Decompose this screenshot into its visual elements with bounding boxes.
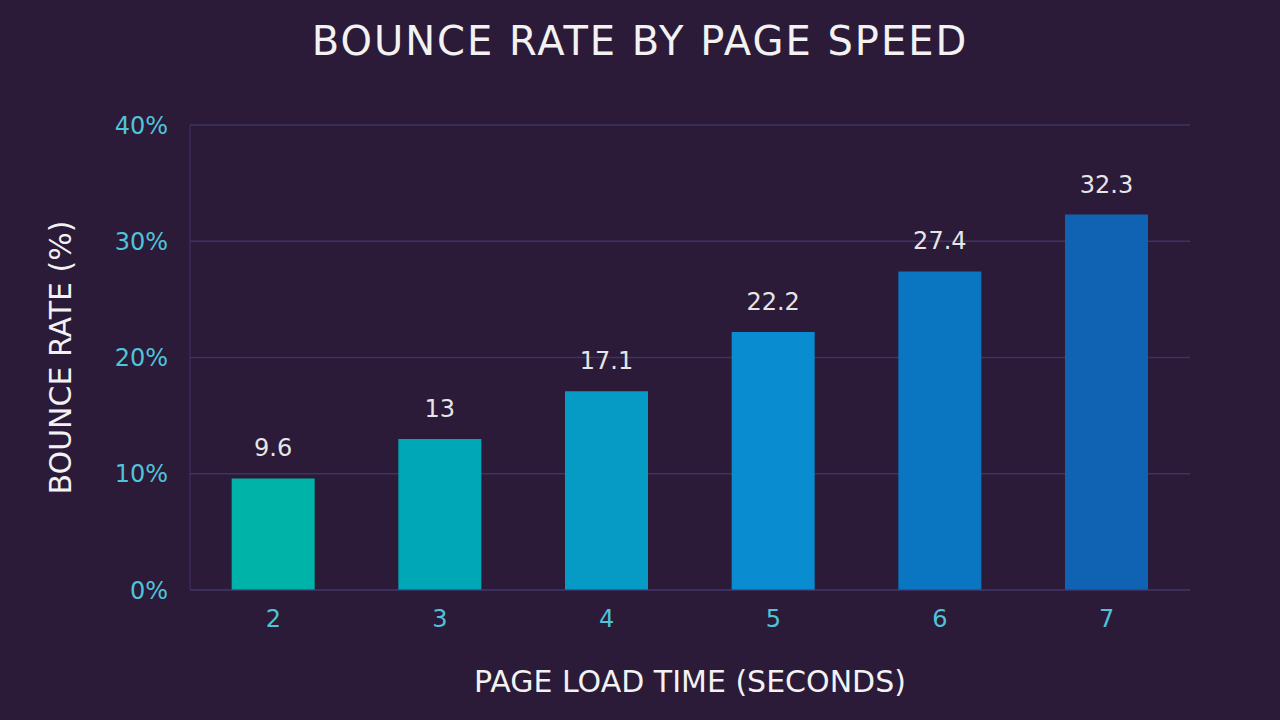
svg-text:3: 3	[432, 605, 447, 633]
svg-text:6: 6	[932, 605, 947, 633]
svg-text:PAGE LOAD TIME (SECONDS): PAGE LOAD TIME (SECONDS)	[474, 664, 906, 699]
svg-text:0%: 0%	[130, 577, 168, 605]
svg-text:BOUNCE RATE (%): BOUNCE RATE (%)	[43, 220, 78, 494]
svg-text:40%: 40%	[115, 112, 168, 140]
svg-text:22.2: 22.2	[746, 288, 799, 316]
svg-text:9.6: 9.6	[254, 434, 292, 462]
svg-text:20%: 20%	[115, 344, 168, 372]
svg-text:2: 2	[266, 605, 281, 633]
svg-text:27.4: 27.4	[913, 227, 966, 255]
svg-text:30%: 30%	[115, 228, 168, 256]
svg-text:10%: 10%	[115, 460, 168, 488]
svg-text:5: 5	[766, 605, 781, 633]
svg-text:13: 13	[425, 395, 456, 423]
svg-text:32.3: 32.3	[1080, 171, 1133, 199]
svg-text:17.1: 17.1	[580, 347, 633, 375]
html-text:BOUNCE RATE BY PAGE SPEED: BOUNCE RATE BY PAGE SPEED	[311, 18, 969, 64]
svg-text:4: 4	[599, 605, 614, 633]
svg-text:7: 7	[1099, 605, 1114, 633]
